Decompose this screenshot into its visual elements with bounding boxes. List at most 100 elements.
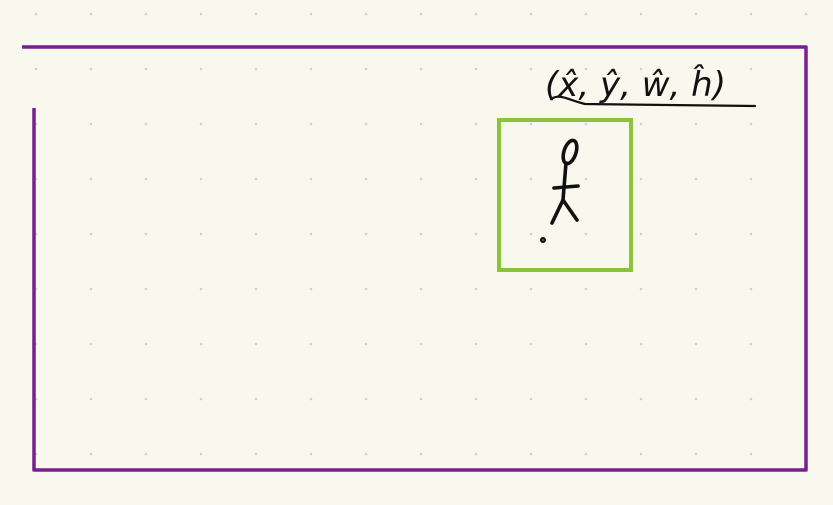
figure-left-leg bbox=[550, 198, 565, 225]
grid-dot bbox=[309, 177, 313, 181]
grid-dot bbox=[254, 452, 258, 456]
grid-dot bbox=[474, 397, 478, 401]
grid-dot bbox=[749, 67, 753, 71]
grid-dot bbox=[144, 67, 148, 71]
grid-dot bbox=[144, 287, 148, 291]
grid-dot bbox=[529, 287, 533, 291]
grid-dot bbox=[694, 177, 698, 181]
grid-dot bbox=[639, 397, 643, 401]
grid-dot bbox=[89, 232, 93, 236]
grid-dot bbox=[419, 67, 423, 71]
grid-dot bbox=[254, 12, 258, 16]
grid-dot bbox=[144, 342, 148, 346]
stick-figure-icon bbox=[539, 138, 580, 244]
grid-dot bbox=[254, 287, 258, 291]
grid-dot bbox=[309, 232, 313, 236]
grid-dot bbox=[364, 452, 368, 456]
grid-dot bbox=[639, 452, 643, 456]
box-coordinates-label: (x̂, ŷ, ŵ, ĥ) bbox=[545, 64, 726, 105]
grid-dot bbox=[584, 342, 588, 346]
grid-dot bbox=[199, 67, 203, 71]
grid-dot bbox=[309, 287, 313, 291]
grid-dot bbox=[749, 122, 753, 126]
grid-dot bbox=[639, 342, 643, 346]
grid-dot bbox=[89, 67, 93, 71]
grid-dot bbox=[144, 12, 148, 16]
figure-right-leg bbox=[561, 198, 579, 222]
grid-dot bbox=[749, 287, 753, 291]
grid-dot bbox=[474, 67, 478, 71]
grid-dot bbox=[419, 287, 423, 291]
grid-dot bbox=[419, 232, 423, 236]
grid-dot bbox=[749, 342, 753, 346]
grid-dot bbox=[364, 177, 368, 181]
ink-speck bbox=[539, 237, 546, 244]
grid-dot bbox=[199, 397, 203, 401]
grid-dot bbox=[34, 67, 38, 71]
grid-dot bbox=[144, 397, 148, 401]
grid-dot bbox=[584, 12, 588, 16]
grid-dot bbox=[364, 12, 368, 16]
grid-dot bbox=[639, 67, 643, 71]
grid-dot bbox=[474, 342, 478, 346]
grid-dot bbox=[254, 232, 258, 236]
grid-dot bbox=[584, 122, 588, 126]
grid-dot bbox=[199, 177, 203, 181]
grid-dot bbox=[529, 342, 533, 346]
grid-dot bbox=[694, 67, 698, 71]
grid-dot bbox=[749, 12, 753, 16]
grid-dot bbox=[309, 342, 313, 346]
grid-dot bbox=[474, 287, 478, 291]
grid-dot bbox=[474, 12, 478, 16]
figure-arms bbox=[552, 184, 580, 190]
grid-dot bbox=[254, 342, 258, 346]
grid-dot bbox=[584, 67, 588, 71]
grid-dot bbox=[474, 452, 478, 456]
grid-dot bbox=[419, 342, 423, 346]
grid-dot bbox=[694, 397, 698, 401]
grid-dot bbox=[474, 177, 478, 181]
image-frame-outline bbox=[22, 45, 808, 472]
grid-dot bbox=[364, 122, 368, 126]
grid-dot bbox=[694, 232, 698, 236]
label-underline bbox=[549, 95, 757, 108]
grid-dot bbox=[419, 12, 423, 16]
grid-dot bbox=[584, 177, 588, 181]
grid-dot bbox=[364, 342, 368, 346]
grid-dot bbox=[364, 397, 368, 401]
grid-dot bbox=[364, 67, 368, 71]
grid-dot bbox=[584, 452, 588, 456]
grid-dot bbox=[254, 177, 258, 181]
grid-dot bbox=[309, 12, 313, 16]
grid-dot bbox=[199, 452, 203, 456]
grid-dot bbox=[694, 452, 698, 456]
grid-dot bbox=[529, 12, 533, 16]
grid-dot bbox=[419, 177, 423, 181]
grid-dot bbox=[309, 67, 313, 71]
grid-dot bbox=[529, 397, 533, 401]
grid-dot bbox=[529, 452, 533, 456]
grid-dot bbox=[254, 397, 258, 401]
grid-dot bbox=[694, 122, 698, 126]
grid-dot bbox=[34, 12, 38, 16]
grid-dot bbox=[584, 397, 588, 401]
grid-dot bbox=[474, 232, 478, 236]
grid-dot bbox=[749, 397, 753, 401]
grid-dot bbox=[89, 397, 93, 401]
grid-dot bbox=[309, 397, 313, 401]
grid-dot bbox=[144, 232, 148, 236]
figure-torso bbox=[561, 161, 568, 202]
grid-dot bbox=[529, 177, 533, 181]
grid-dot bbox=[694, 12, 698, 16]
grid-dot bbox=[639, 12, 643, 16]
grid-dot bbox=[89, 177, 93, 181]
grid-dot bbox=[89, 452, 93, 456]
grid-dot bbox=[144, 177, 148, 181]
grid-dot bbox=[529, 232, 533, 236]
grid-dot bbox=[529, 122, 533, 126]
grid-dot bbox=[694, 342, 698, 346]
bounding-box bbox=[497, 118, 633, 272]
